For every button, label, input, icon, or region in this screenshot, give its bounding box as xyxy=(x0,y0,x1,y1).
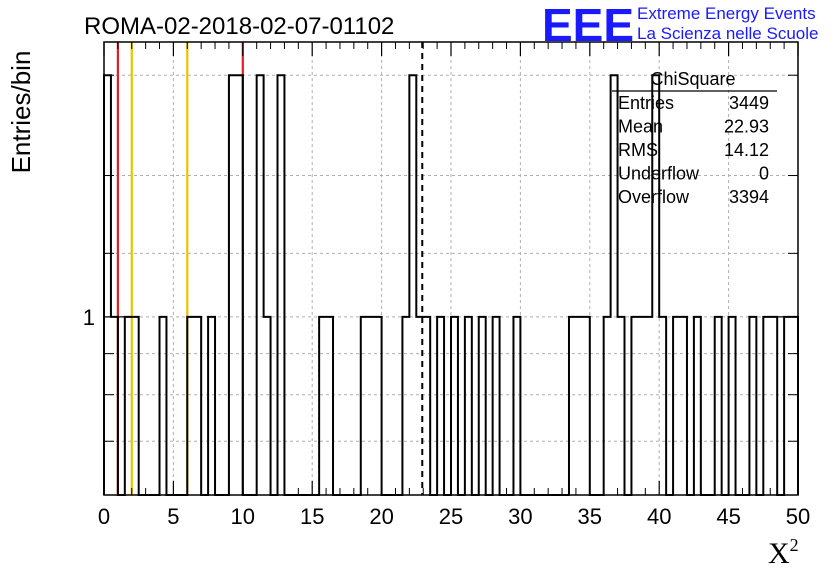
histogram-bin xyxy=(257,75,264,495)
stats-title: ChiSquare xyxy=(650,69,735,89)
histogram-bin xyxy=(513,317,520,495)
histogram-bin xyxy=(652,75,659,495)
histogram-bin xyxy=(361,317,368,495)
x-tick-label: 5 xyxy=(167,504,179,529)
x-tick-label: 30 xyxy=(508,504,532,529)
stats-label: RMS xyxy=(618,140,658,160)
x-axis-label: X2 xyxy=(768,535,799,570)
x-tick-label: 35 xyxy=(578,504,602,529)
histogram-bin xyxy=(402,317,409,495)
x-tick-label: 25 xyxy=(439,504,463,529)
histogram-bin xyxy=(770,317,777,495)
x-tick-label: 15 xyxy=(300,504,324,529)
histogram-bin xyxy=(763,317,770,495)
tick-labels: 0 5 10 15 20 25 30 35 40 45 50 1 xyxy=(83,305,810,529)
x-tick-label: 0 xyxy=(98,504,110,529)
stats-label: Underflow xyxy=(618,164,700,184)
histogram-bin xyxy=(409,75,416,495)
histogram-bin xyxy=(160,317,167,495)
chart-title: ROMA-02-2018-02-07-01102 xyxy=(84,13,394,40)
x-tick-label: 40 xyxy=(647,504,671,529)
x-axis-label-main: X xyxy=(768,537,790,570)
histogram-bin xyxy=(645,317,652,495)
histogram-bin xyxy=(479,317,486,495)
histogram-bin xyxy=(715,317,722,495)
histogram-bin xyxy=(659,317,666,495)
histogram-bin xyxy=(576,317,583,495)
stats-value: 3394 xyxy=(729,187,769,207)
histogram-bin xyxy=(465,317,472,495)
histogram-bin xyxy=(694,317,701,495)
histogram-bin xyxy=(368,317,375,495)
x-tick-label: 20 xyxy=(369,504,393,529)
histogram-bin xyxy=(319,317,326,495)
histogram-bin xyxy=(437,317,444,495)
y-axis-label: Entries/bin xyxy=(6,51,36,174)
histogram-bin xyxy=(104,75,111,495)
stats-label: Mean xyxy=(618,117,663,137)
histogram-bin xyxy=(791,317,798,495)
x-tick-label: 50 xyxy=(786,504,810,529)
histogram-bin xyxy=(194,317,201,495)
histogram-bin xyxy=(229,75,236,495)
x-axis-label-sup: 2 xyxy=(790,535,799,555)
x-tick-label: 45 xyxy=(716,504,740,529)
histogram-bin xyxy=(604,317,611,495)
logo-line2: La Scienza nelle Scuole xyxy=(637,24,818,43)
histogram-bin xyxy=(638,317,645,495)
histogram-bin xyxy=(729,317,736,495)
histogram-bin xyxy=(631,317,638,495)
histogram-bin xyxy=(784,317,791,495)
stats-value: 14.12 xyxy=(724,140,769,160)
histogram-bin xyxy=(569,317,576,495)
histogram-bin xyxy=(278,75,285,495)
x-tick-label: 10 xyxy=(231,504,255,529)
histogram-bin xyxy=(673,317,680,495)
histogram-bin xyxy=(208,317,215,495)
eee-logo: EEE Extreme Energy Events La Scienza nel… xyxy=(542,0,818,51)
logo-acronym: EEE xyxy=(542,0,634,51)
histogram-bin xyxy=(451,317,458,495)
histogram-bin xyxy=(583,317,590,495)
stats-label: Overflow xyxy=(618,187,690,207)
axis-ticks xyxy=(103,42,799,495)
logo-line1: Extreme Energy Events xyxy=(637,4,816,23)
histogram-bin xyxy=(618,317,625,495)
histogram-bin xyxy=(611,75,618,495)
histogram-bin xyxy=(423,317,430,495)
stats-value: 22.93 xyxy=(724,117,769,137)
histogram-bin xyxy=(375,317,382,495)
y-tick-label: 1 xyxy=(83,305,95,330)
histogram-bin xyxy=(493,317,500,495)
stats-label: Entries xyxy=(618,93,674,113)
histogram-bin xyxy=(264,317,271,495)
histogram-bin xyxy=(326,317,333,495)
histogram-bin xyxy=(680,317,687,495)
stats-value: 0 xyxy=(759,164,769,184)
stats-value: 3449 xyxy=(729,93,769,113)
stats-box: ChiSquare Entries 3449 Mean 22.93 RMS 14.12 Un… xyxy=(612,69,777,207)
histogram-bin xyxy=(749,317,756,495)
